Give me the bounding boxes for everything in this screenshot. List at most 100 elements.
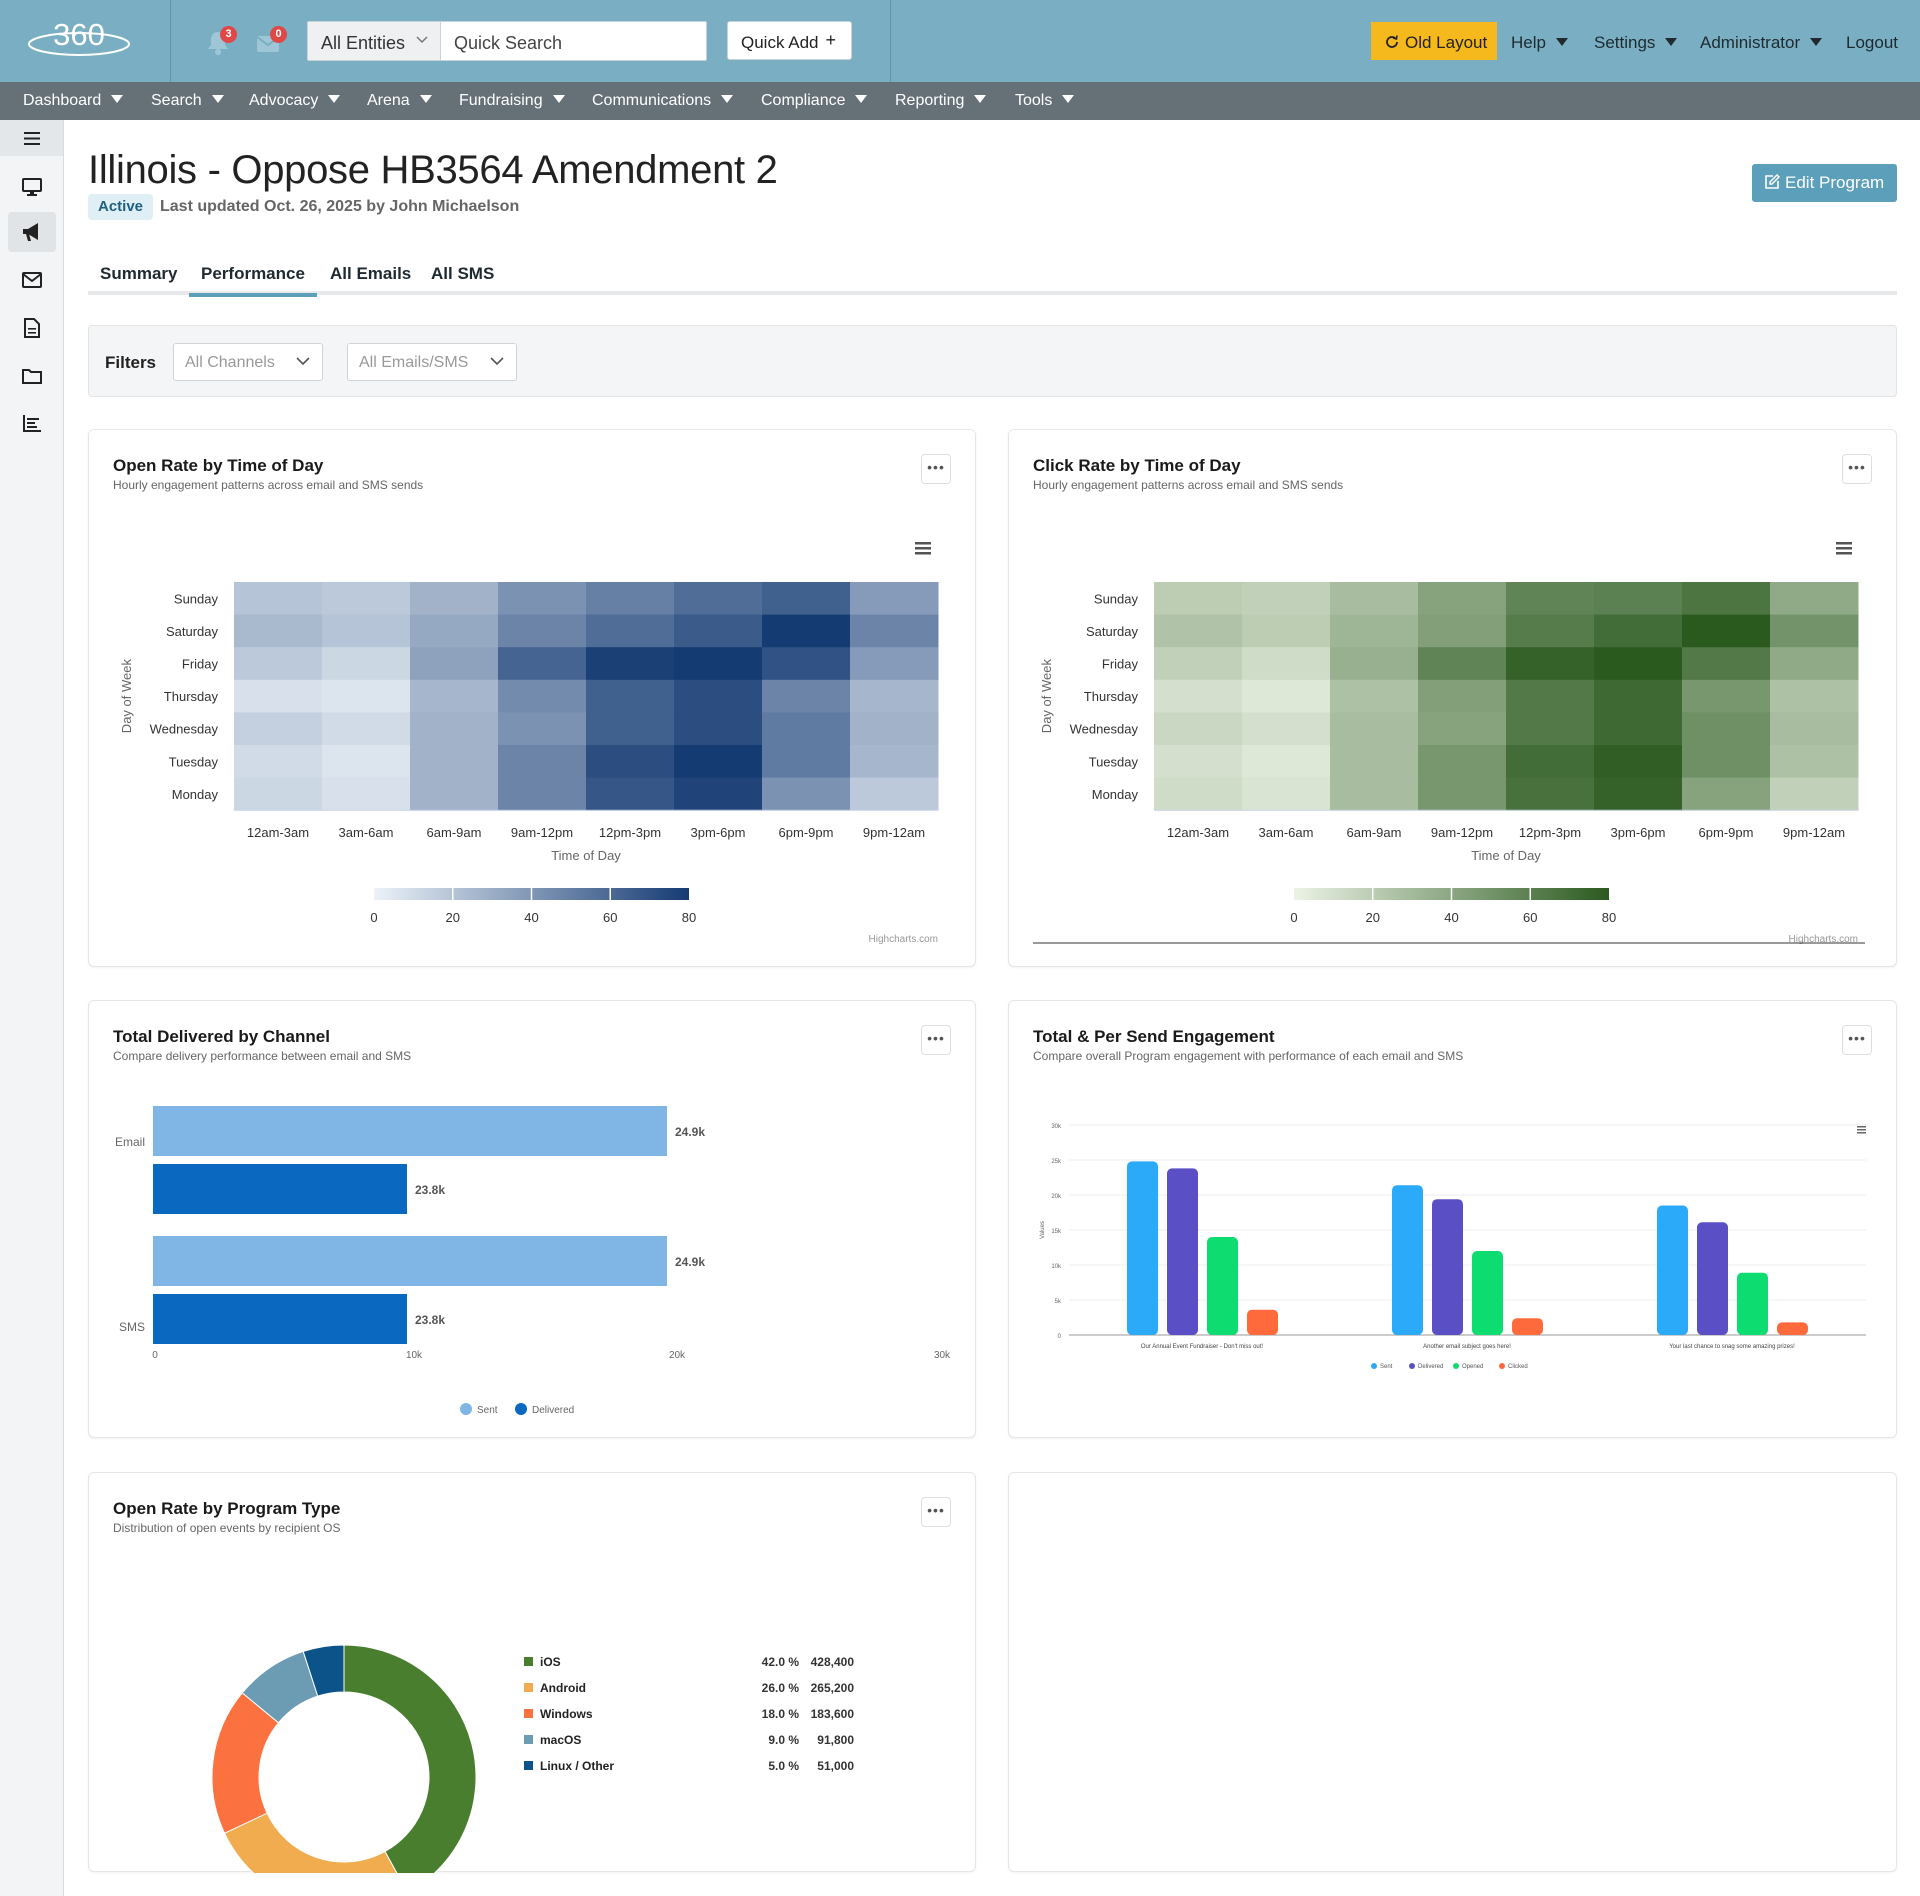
more-options-button[interactable]: ••• xyxy=(1842,454,1872,484)
more-options-button[interactable]: ••• xyxy=(921,1025,951,1055)
heatmap-cell xyxy=(850,647,939,681)
chart-credit: Highcharts.com xyxy=(869,934,938,945)
heatmap-cell xyxy=(1506,745,1595,779)
heatmap-cell xyxy=(410,679,499,713)
open-rate-card: Open Rate by Time of Day Hourly engageme… xyxy=(88,429,976,967)
heatmap-cell xyxy=(1770,582,1859,616)
heatmap-cell xyxy=(1242,647,1331,681)
tab-all-emails[interactable]: All Emails xyxy=(330,264,412,283)
logo-360[interactable]: 360 xyxy=(26,14,132,62)
caret-down-icon xyxy=(1810,38,1823,46)
caret-down-icon xyxy=(211,95,224,103)
heatmap-cell xyxy=(410,745,499,779)
help-menu[interactable]: Help xyxy=(1511,33,1568,53)
messages-button[interactable]: 0 xyxy=(256,26,287,58)
quick-search-input[interactable]: Quick Search xyxy=(454,33,563,53)
administrator-menu[interactable]: Administrator xyxy=(1700,33,1823,53)
data-label: 23.8k xyxy=(415,1313,445,1327)
more-options-button[interactable]: ••• xyxy=(921,454,951,484)
menu-compliance[interactable]: Compliance xyxy=(761,92,868,110)
menu-tools[interactable]: Tools xyxy=(1015,92,1075,110)
sidebar-item-email[interactable] xyxy=(8,260,56,300)
bar xyxy=(1737,1272,1768,1335)
bar xyxy=(153,1294,407,1344)
heatmap-cell xyxy=(674,745,763,779)
legend-percent: 5.0 % xyxy=(768,1759,799,1773)
legend-label: iOS xyxy=(540,1655,561,1669)
channel-filter-select[interactable]: All Channels xyxy=(173,343,323,381)
y-tick-label: Sunday xyxy=(174,591,219,606)
menu-reporting[interactable]: Reporting xyxy=(895,92,987,110)
sidebar-item-files[interactable] xyxy=(8,356,56,396)
help-label: Help xyxy=(1511,33,1546,52)
y-tick-label: 25k xyxy=(1051,1159,1062,1165)
y-tick-label: Monday xyxy=(1092,787,1139,802)
notifications-button[interactable]: 3 xyxy=(206,26,237,58)
more-options-button[interactable]: ••• xyxy=(1842,1025,1872,1055)
caret-down-icon xyxy=(721,95,734,103)
tab-all-sms[interactable]: All SMS xyxy=(431,264,495,283)
heatmap-cell xyxy=(1506,582,1595,616)
menu-dashboard[interactable]: Dashboard xyxy=(23,92,124,110)
heatmap-cell xyxy=(1418,647,1507,681)
sidebar-item-advocacy[interactable] xyxy=(8,212,56,252)
heatmap-cell xyxy=(674,712,763,746)
sidebar-item-documents[interactable] xyxy=(8,308,56,348)
settings-menu[interactable]: Settings xyxy=(1594,33,1678,53)
menu-search[interactable]: Search xyxy=(151,92,224,110)
email-sms-filter-select[interactable]: All Emails/SMS xyxy=(347,343,517,381)
old-layout-button[interactable]: Old Layout xyxy=(1371,22,1497,60)
sidebar-toggle[interactable] xyxy=(0,120,63,156)
heatmap-cell xyxy=(1154,712,1243,746)
heatmap-cell xyxy=(1154,679,1243,713)
menu-communications[interactable]: Communications xyxy=(592,92,734,110)
edit-program-button[interactable]: Edit Program xyxy=(1752,164,1897,202)
y-tick-label: 15k xyxy=(1051,1229,1062,1235)
open-rate-heatmap: Sunday Saturday Friday Thursday Wednesday Tue… xyxy=(119,542,939,945)
tab-summary[interactable]: Summary xyxy=(100,264,178,283)
heatmap-cell xyxy=(586,647,675,681)
heatmap-cell xyxy=(1594,582,1683,616)
bar xyxy=(1657,1205,1688,1335)
y-tick-label: Thursday xyxy=(164,689,219,704)
heatmap-cell xyxy=(1594,679,1683,713)
menu-fundraising[interactable]: Fundraising xyxy=(459,92,565,110)
heatmap-cell xyxy=(1594,745,1683,779)
heatmap-cell xyxy=(1418,712,1507,746)
tab-performance[interactable]: Performance xyxy=(189,264,317,297)
heatmap-cell xyxy=(1682,647,1771,681)
menu-advocacy[interactable]: Advocacy xyxy=(249,92,341,110)
heatmap-cell xyxy=(1418,777,1507,811)
card-title: Open Rate by Time of Day xyxy=(113,456,324,475)
sidebar-item-dashboard[interactable] xyxy=(8,168,56,208)
legend-count: 91,800 xyxy=(817,1733,854,1747)
heatmap-cell xyxy=(410,582,499,616)
color-axis-label: 60 xyxy=(603,910,617,925)
x-tick-label: 9pm-12am xyxy=(1783,825,1845,840)
menu-arena[interactable]: Arena xyxy=(367,92,432,110)
quick-add-button[interactable]: Quick Add + xyxy=(727,21,852,60)
chart-menu-icon xyxy=(1857,1132,1866,1134)
color-axis-label: 40 xyxy=(1444,910,1458,925)
edit-icon xyxy=(1765,173,1781,189)
legend-marker xyxy=(524,1683,533,1692)
card-subtitle: Compare delivery performance between ema… xyxy=(113,1049,412,1063)
heatmap-cell xyxy=(762,614,851,648)
more-options-button[interactable]: ••• xyxy=(921,1497,951,1527)
sidebar-item-reports[interactable] xyxy=(8,404,56,444)
logout-link[interactable]: Logout xyxy=(1846,33,1898,52)
y-tick-label: 30k xyxy=(1051,1124,1062,1130)
entity-select[interactable]: All Entities xyxy=(308,22,441,60)
filters-bar: Filters All Channels All Emails/SMS xyxy=(88,325,1897,397)
heatmap-cell xyxy=(498,614,587,648)
page-title: Illinois - Oppose HB3564 Amendment 2 xyxy=(88,148,778,192)
heatmap-cell xyxy=(1682,712,1771,746)
logo-text: 360 xyxy=(53,17,105,52)
legend-label: Opened xyxy=(1462,1364,1483,1370)
data-label: 24.9k xyxy=(675,1125,705,1139)
mail-count-badge: 0 xyxy=(270,26,287,43)
menu-label: Compliance xyxy=(761,92,846,109)
legend-marker xyxy=(524,1761,533,1770)
legend-marker xyxy=(524,1735,533,1744)
heatmap-cell xyxy=(850,745,939,779)
